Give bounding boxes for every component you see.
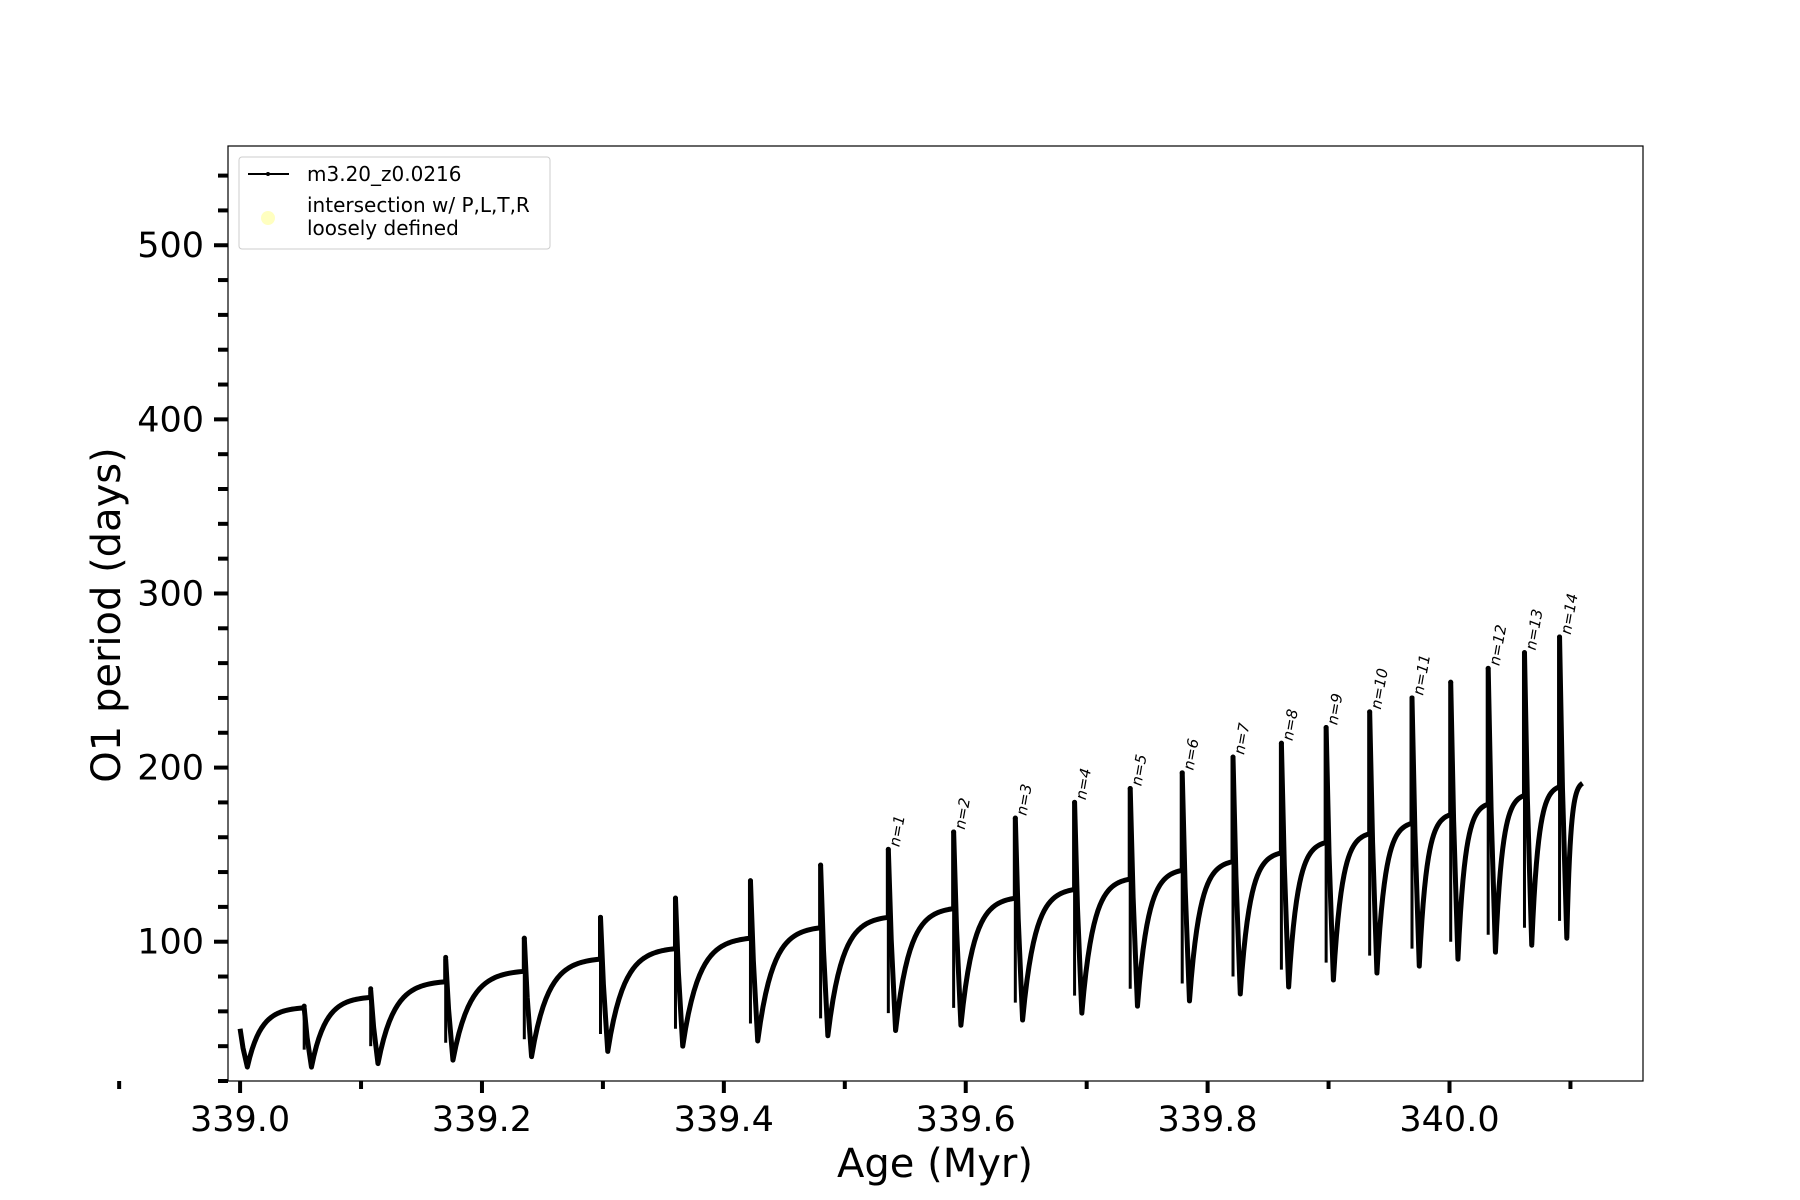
pulse-peak-point bbox=[1127, 785, 1133, 791]
pulse-peak-point bbox=[747, 878, 753, 884]
peak-annotation: n=5 bbox=[1127, 753, 1150, 787]
peak-annotation: n=2 bbox=[951, 796, 974, 830]
x-axis-label: Age (Myr) bbox=[837, 1141, 1033, 1187]
series-layer bbox=[237, 634, 1585, 1070]
pulse-peak-point bbox=[443, 954, 449, 960]
legend-entry-0-label: m3.20_z0.0216 bbox=[307, 162, 462, 186]
x-tick-label: 340.0 bbox=[1399, 1100, 1499, 1140]
peak-annotation: n=14 bbox=[1557, 592, 1582, 636]
peak-annotation: n=1 bbox=[886, 814, 909, 848]
y-tick-label: 500 bbox=[137, 226, 204, 266]
legend-circle-marker bbox=[261, 211, 275, 225]
y-axis-label: O1 period (days) bbox=[84, 447, 130, 782]
pulse-peak-point bbox=[521, 935, 527, 941]
x-tick-label: 339.2 bbox=[432, 1100, 532, 1140]
pulse-peak-point bbox=[1179, 770, 1185, 776]
pulse-peak-point bbox=[597, 914, 603, 920]
y-tick-label: 200 bbox=[137, 749, 204, 789]
pulse-peak-point bbox=[1072, 799, 1078, 805]
x-tick-label: 339.8 bbox=[1158, 1100, 1258, 1140]
x-tick-label: 339.4 bbox=[674, 1100, 774, 1140]
pulse-peak-point bbox=[1448, 679, 1454, 685]
pulse-peak-point bbox=[1557, 634, 1563, 640]
pulse-peak-point bbox=[1521, 650, 1527, 656]
peak-annotation: n=4 bbox=[1072, 767, 1095, 801]
peak-annotation: n=10 bbox=[1367, 667, 1392, 711]
peak-annotation: n=6 bbox=[1179, 737, 1202, 771]
pulse-peak-point bbox=[1012, 815, 1018, 821]
x-axis-ticks: 339.0 339.2 339.4 339.6 339.8 340.0 bbox=[117, 1081, 1573, 1140]
peak-annotation: n=9 bbox=[1323, 692, 1346, 726]
pulse-peak-point bbox=[368, 986, 374, 992]
peak-annotation: n=12 bbox=[1485, 623, 1510, 667]
peak-annotation: n=13 bbox=[1522, 608, 1547, 652]
x-tick-label: 339.0 bbox=[190, 1100, 290, 1140]
legend-box bbox=[238, 156, 551, 250]
pulse-peak-point bbox=[1409, 695, 1415, 701]
x-tick-label: 339.6 bbox=[916, 1100, 1016, 1140]
y-tick-label: 100 bbox=[137, 923, 204, 963]
pulse-peak-point bbox=[1278, 740, 1284, 746]
legend: m3.20_z0.0216 intersection w/ P,L,T,R lo… bbox=[238, 156, 551, 250]
pulse-peak-point bbox=[1367, 709, 1373, 715]
pulse-peak-point bbox=[301, 1003, 307, 1009]
pulse-peak-point bbox=[1230, 754, 1236, 760]
legend-entry-1-line1: intersection w/ P,L,T,R bbox=[307, 193, 530, 217]
peak-annotation: n=3 bbox=[1013, 783, 1036, 817]
y-tick-label: 300 bbox=[137, 574, 204, 614]
pulse-peak-point bbox=[885, 846, 891, 852]
pulse-peak-point bbox=[1485, 665, 1491, 671]
peak-annotation: n=11 bbox=[1409, 653, 1434, 697]
legend-entry-1-line2: loosely defined bbox=[307, 216, 459, 240]
y-axis-ticks: 100 200 300 400 500 bbox=[137, 173, 228, 1083]
pulse-peak-point bbox=[951, 829, 957, 835]
y-tick-label: 400 bbox=[137, 400, 204, 440]
plot-frame bbox=[227, 145, 1644, 1082]
pulse-peak-point bbox=[818, 862, 824, 868]
pulse-peak-point bbox=[1323, 725, 1329, 731]
pulse-peak-point bbox=[672, 895, 678, 901]
peak-annotation: n=8 bbox=[1279, 708, 1302, 742]
peak-annotation: n=7 bbox=[1230, 721, 1253, 756]
legend-line-dot bbox=[266, 172, 270, 176]
legend-entry-1-label: intersection w/ P,L,T,R loosely defined bbox=[307, 193, 536, 240]
